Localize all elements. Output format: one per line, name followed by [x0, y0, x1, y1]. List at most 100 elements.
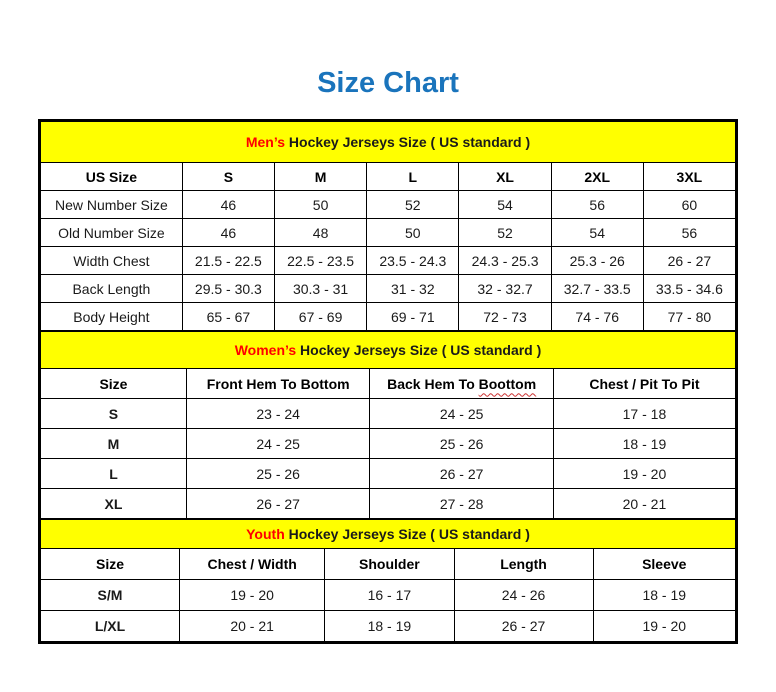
- youth-band-title: Youth Hockey Jerseys Size ( US standard …: [40, 519, 736, 549]
- row-label: Body Height: [40, 302, 183, 331]
- table-cell: 20 - 21: [552, 488, 737, 519]
- table-cell: 56: [642, 218, 737, 247]
- womens-column-header: Chest / Pit To Pit: [552, 368, 737, 399]
- table-cell: 17 - 18: [552, 398, 737, 429]
- womens-band-title: Women’s Hockey Jerseys Size ( US standar…: [40, 331, 736, 369]
- mens-table-row: Width Chest 21.5 - 22.5 22.5 - 23.5 23.5 - …: [40, 246, 737, 275]
- table-cell: 25.3 - 26: [550, 246, 644, 275]
- womens-column-header: Size: [40, 368, 187, 399]
- table-cell: 69 - 71: [366, 302, 460, 331]
- womens-band-rest: Hockey Jerseys Size ( US standard ): [296, 342, 542, 358]
- womens-table-row: L 25 - 26 26 - 27 19 - 20: [40, 458, 737, 489]
- row-label: L: [40, 458, 187, 489]
- table-cell: 54: [458, 190, 552, 219]
- youth-table-row: L/XL 20 - 21 18 - 19 26 - 27 19 - 20: [40, 610, 737, 642]
- mens-table-row: Back Length 29.5 - 30.3 30.3 - 31 31 - 32 32…: [40, 274, 737, 303]
- mens-band-row: Men’s Hockey Jerseys Size ( US standard …: [40, 121, 736, 163]
- mens-band-rest: Hockey Jerseys Size ( US standard ): [285, 134, 531, 150]
- page-title: Size Chart: [317, 67, 459, 99]
- womens-band-highlight: Women’s: [234, 342, 297, 358]
- table-cell: 31 - 32: [366, 274, 460, 303]
- youth-table-row: S/M 19 - 20 16 - 17 24 - 26 18 - 19: [40, 579, 737, 611]
- table-cell: 24.3 - 25.3: [458, 246, 552, 275]
- womens-table-row: S 23 - 24 24 - 25 17 - 18: [40, 398, 737, 429]
- mens-column-header: 2XL: [550, 162, 644, 191]
- table-mens-sizes: Men’s Hockey Jerseys Size ( US standard …: [40, 121, 737, 331]
- table-cell: 19 - 20: [552, 458, 737, 489]
- table-cell: 24 - 26: [453, 579, 594, 611]
- table-cell: 18 - 19: [324, 610, 455, 642]
- table-cell: 30.3 - 31: [273, 274, 368, 303]
- row-label: XL: [40, 488, 187, 519]
- table-cell: 32.7 - 33.5: [550, 274, 644, 303]
- table-cell: 72 - 73: [458, 302, 552, 331]
- table-cell: 77 - 80: [642, 302, 737, 331]
- womens-table-row: M 24 - 25 25 - 26 18 - 19: [40, 428, 737, 459]
- table-cell: 52: [366, 190, 460, 219]
- table-cell: 16 - 17: [324, 579, 455, 611]
- youth-band-row: Youth Hockey Jerseys Size ( US standard …: [40, 519, 736, 549]
- mens-column-header: S: [181, 162, 275, 191]
- table-cell: 21.5 - 22.5: [181, 246, 275, 275]
- mens-band-title: Men’s Hockey Jerseys Size ( US standard …: [40, 121, 736, 163]
- table-cell: 26 - 27: [453, 610, 594, 642]
- table-cell: 32 - 32.7: [458, 274, 552, 303]
- youth-column-header: Chest / Width: [178, 548, 326, 580]
- row-label: L/XL: [40, 610, 180, 642]
- table-cell: 74 - 76: [550, 302, 644, 331]
- misspelled-word: Boottom: [478, 375, 537, 392]
- table-cell: 50: [273, 190, 368, 219]
- row-label: Back Length: [40, 274, 183, 303]
- table-cell: 27 - 28: [369, 488, 554, 519]
- table-cell: 48: [273, 218, 368, 247]
- row-label: S: [40, 398, 187, 429]
- youth-band-rest: Hockey Jerseys Size ( US standard ): [284, 526, 530, 542]
- table-youth-sizes: Youth Hockey Jerseys Size ( US standard …: [40, 519, 737, 642]
- womens-column-header: Back Hem To Boottom: [369, 368, 554, 399]
- table-cell: 46: [181, 218, 275, 247]
- table-cell: 33.5 - 34.6: [642, 274, 737, 303]
- youth-column-header-row: Size Chest / Width Shoulder Length Sleeve: [40, 548, 737, 580]
- table-cell: 24 - 25: [185, 428, 371, 459]
- youth-column-header: Size: [40, 548, 180, 580]
- table-cell: 65 - 67: [181, 302, 275, 331]
- size-chart: Men’s Hockey Jerseys Size ( US standard …: [38, 119, 738, 644]
- womens-band-row: Women’s Hockey Jerseys Size ( US standar…: [40, 331, 736, 369]
- table-cell: 46: [181, 190, 275, 219]
- youth-band-highlight: Youth: [246, 526, 285, 542]
- table-cell: 26 - 27: [642, 246, 737, 275]
- table-cell: 19 - 20: [178, 579, 326, 611]
- row-label: Width Chest: [40, 246, 183, 275]
- table-cell: 29.5 - 30.3: [181, 274, 275, 303]
- mens-column-header: XL: [458, 162, 552, 191]
- table-cell: 23 - 24: [185, 398, 371, 429]
- table-cell: 26 - 27: [185, 488, 371, 519]
- mens-table-row: Body Height 65 - 67 67 - 69 69 - 71 72 - 73 7…: [40, 302, 737, 331]
- mens-column-header: US Size: [40, 162, 183, 191]
- table-cell: 60: [642, 190, 737, 219]
- table-cell: 56: [550, 190, 644, 219]
- mens-column-header: L: [366, 162, 460, 191]
- mens-table-row: New Number Size 46 50 52 54 56 60: [40, 190, 737, 219]
- table-cell: 67 - 69: [273, 302, 368, 331]
- mens-column-header-row: US Size S M L XL 2XL 3XL: [40, 162, 737, 191]
- youth-column-header: Length: [453, 548, 594, 580]
- table-cell: 18 - 19: [552, 428, 737, 459]
- column-header-text: Back Hem To: [387, 375, 479, 392]
- youth-column-header: Shoulder: [324, 548, 455, 580]
- table-cell: 19 - 20: [592, 610, 737, 642]
- table-cell: 25 - 26: [369, 428, 554, 459]
- row-label: S/M: [40, 579, 180, 611]
- row-label: M: [40, 428, 187, 459]
- row-label: New Number Size: [40, 190, 183, 219]
- table-cell: 22.5 - 23.5: [273, 246, 368, 275]
- mens-table-row: Old Number Size 46 48 50 52 54 56: [40, 218, 737, 247]
- womens-column-header: Front Hem To Bottom: [185, 368, 371, 399]
- table-cell: 54: [550, 218, 644, 247]
- table-cell: 25 - 26: [185, 458, 371, 489]
- womens-table-row: XL 26 - 27 27 - 28 20 - 21: [40, 488, 737, 519]
- table-cell: 24 - 25: [369, 398, 554, 429]
- table-cell: 20 - 21: [178, 610, 326, 642]
- table-cell: 23.5 - 24.3: [366, 246, 460, 275]
